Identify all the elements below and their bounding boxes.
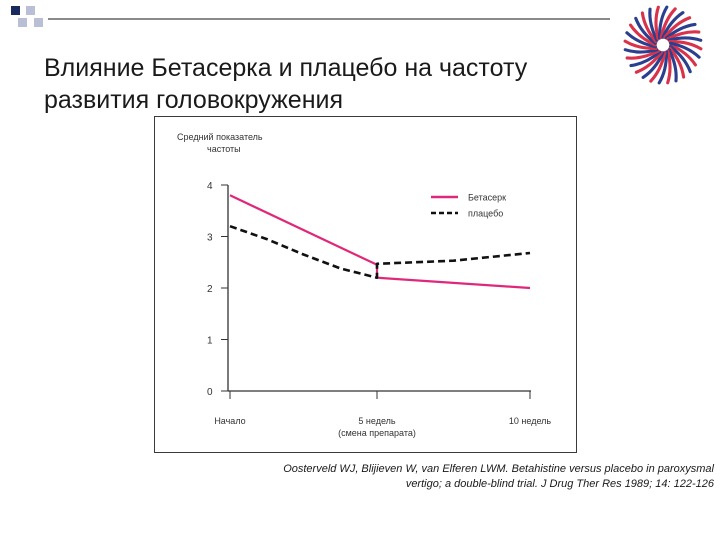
slide-title-line-1: Влияние Бетасерка и плацебо на частоту [44, 54, 528, 82]
title-divider-line [48, 18, 610, 20]
logo-ray [625, 31, 657, 49]
logo-ray [649, 51, 667, 83]
x-tick-label: Начало [214, 416, 245, 426]
logo-ray [657, 50, 668, 85]
decorative-square-light [34, 18, 43, 27]
legend-label: плацебо [468, 209, 503, 219]
logo-ray [669, 43, 697, 67]
logo-ray [629, 23, 657, 47]
x-tick-label: 10 недель [509, 416, 551, 426]
logo-ray [634, 16, 657, 45]
y-tick-label: 2 [207, 284, 213, 295]
logo-ray [654, 5, 660, 41]
logo-ray [669, 45, 692, 74]
logo-ray [634, 51, 663, 74]
citation-line-1: Oosterveld WJ, Blijieven W, van Elferen … [283, 463, 714, 475]
y-tick-label: 0 [207, 387, 213, 398]
slide-title: Влияние Бетасерка и плацебо на частоту р… [44, 52, 604, 116]
decorative-square-light [18, 18, 27, 27]
y-tick-label: 4 [207, 181, 213, 192]
decorative-square-light [26, 6, 35, 15]
logo-ray [667, 36, 703, 42]
logo-ray [629, 50, 662, 68]
decorative-square-dark [11, 6, 20, 15]
series-line-betaserc [229, 194, 531, 290]
series-line-placebo [229, 224, 531, 279]
logo-ray [659, 7, 677, 39]
logo-ray [623, 39, 658, 50]
logo-ray [667, 48, 678, 83]
logo-ray [623, 48, 659, 54]
citation-line-2: vertigo; a double-blind trial. J Drug Th… [405, 478, 714, 490]
logo-ray [664, 22, 697, 40]
logo-ray [625, 49, 660, 60]
chart-frame: Средний показатель частоты 0 1 2 3 4 Начало 5… [154, 116, 577, 453]
logo-ray [648, 7, 659, 42]
logo-ray [666, 30, 701, 41]
x-tick-label: 5 недель [358, 416, 395, 426]
slide-title-line-2: развития головокружения [44, 86, 344, 114]
logo-ray [669, 41, 701, 59]
y-axis-title-line-2: частоты [207, 144, 241, 154]
logo-ray [658, 5, 669, 40]
spiral-logo-icon [623, 5, 703, 85]
citation: Oosterveld WJ, Blijieven W, van Elferen … [228, 462, 714, 492]
y-axis-title-line-1: Средний показатель [177, 132, 263, 142]
logo-ray [640, 11, 658, 44]
logo-ray [666, 49, 672, 85]
logo-ray [661, 11, 685, 39]
logo-ray [641, 51, 665, 79]
decorative-squares [11, 6, 43, 27]
logo-ray [668, 40, 703, 51]
y-tick-label: 1 [207, 336, 213, 347]
y-tick-label: 3 [207, 233, 213, 244]
line-chart: Средний показатель частоты 0 1 2 3 4 Начало 5… [177, 132, 551, 438]
x-tick-label-line-2: (смена препарата) [338, 428, 416, 438]
logo-ray [668, 46, 686, 79]
logo-ray [663, 16, 692, 39]
legend-label: Бетасерк [468, 193, 506, 203]
